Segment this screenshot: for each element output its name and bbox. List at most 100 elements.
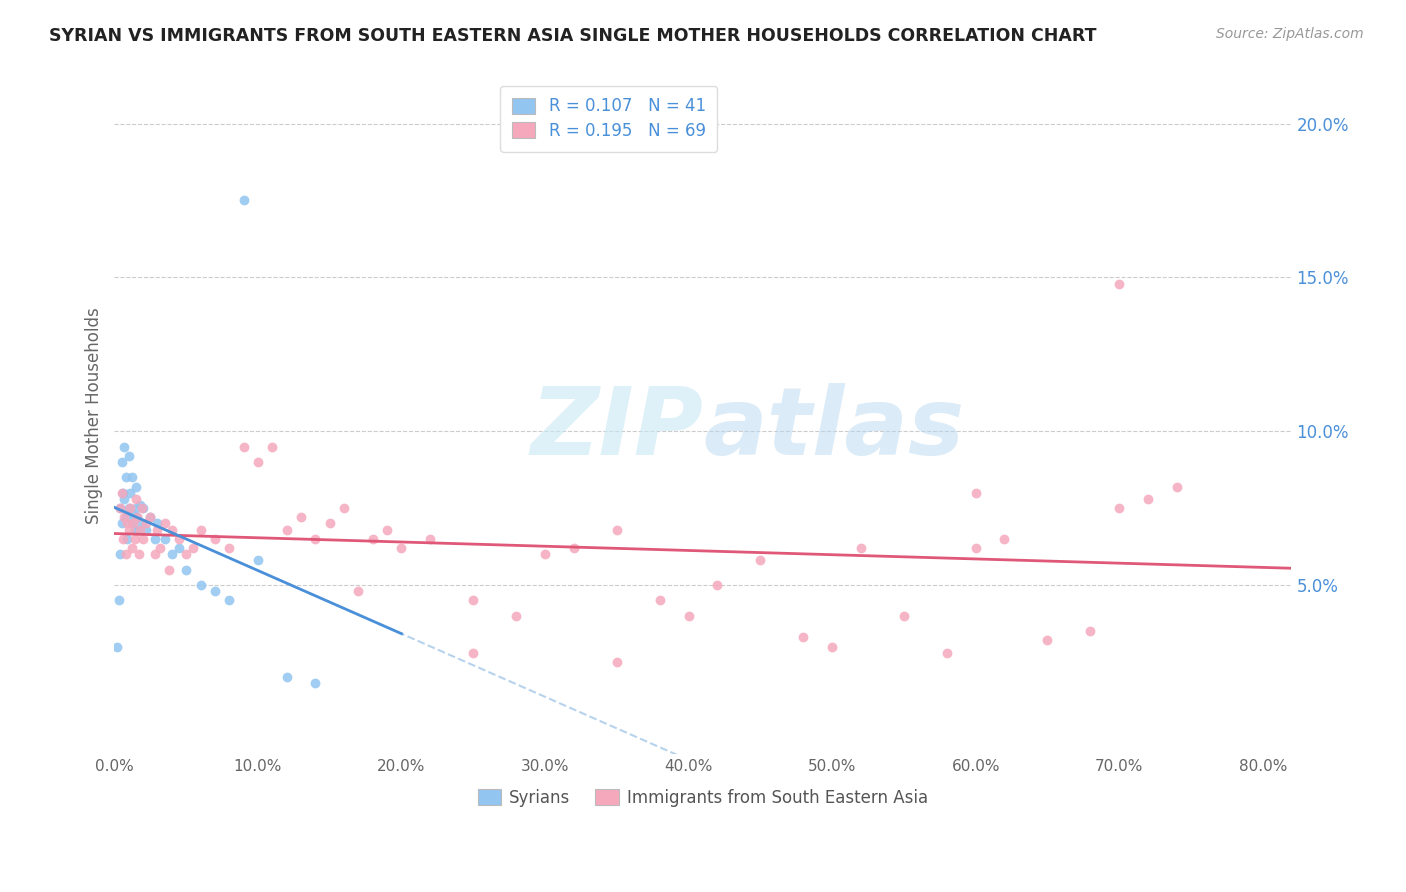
Point [749,553,772,567]
Point [108,501,131,516]
Point [149,541,172,555]
Point [648,593,671,607]
Point [246,553,269,567]
Point [290,510,312,524]
Point [127,510,149,524]
Point [131,501,153,516]
Point [1136,491,1159,506]
Point [167,541,190,555]
Point [115,547,138,561]
Point [139,510,162,524]
Point [562,541,585,555]
Point [118,501,141,516]
Point [218,593,240,607]
Point [117,516,139,531]
Point [160,523,183,537]
Point [706,578,728,592]
Point [1036,633,1059,648]
Point [375,523,398,537]
Point [120,501,142,516]
Point [120,485,142,500]
Point [128,547,150,561]
Point [821,640,844,654]
Legend: Syrians, Immigrants from South Eastern Asia: Syrians, Immigrants from South Eastern A… [471,782,935,814]
Point [262,440,284,454]
Point [190,523,212,537]
Point [893,608,915,623]
Point [174,563,197,577]
Point [143,532,166,546]
Point [965,485,987,500]
Point [107,593,129,607]
Point [183,541,205,555]
Point [218,541,240,555]
Point [276,523,298,537]
Point [204,532,226,546]
Point [124,523,146,537]
Point [139,510,162,524]
Point [146,523,169,537]
Point [606,523,628,537]
Point [110,516,132,531]
Point [111,485,134,500]
Point [105,640,128,654]
Point [135,523,157,537]
Point [111,532,134,546]
Point [129,498,152,512]
Point [304,676,326,690]
Point [792,630,814,644]
Point [333,501,356,516]
Point [110,485,132,500]
Point [276,670,298,684]
Point [391,541,413,555]
Text: SYRIAN VS IMMIGRANTS FROM SOUTH EASTERN ASIA SINGLE MOTHER HOUSEHOLDS CORRELATIO: SYRIAN VS IMMIGRANTS FROM SOUTH EASTERN … [49,27,1097,45]
Point [122,508,145,522]
Point [606,655,628,669]
Point [1108,277,1130,291]
Point [419,532,441,546]
Point [143,547,166,561]
Point [1166,479,1188,493]
Text: Source: ZipAtlas.com: Source: ZipAtlas.com [1216,27,1364,41]
Point [108,547,131,561]
Point [115,510,138,524]
Point [965,541,987,555]
Point [122,516,145,531]
Point [1080,624,1102,639]
Point [167,532,190,546]
Point [849,541,872,555]
Point [114,491,136,506]
Point [534,547,557,561]
Point [128,523,150,537]
Point [125,501,148,516]
Point [505,608,527,623]
Point [232,194,254,208]
Point [157,563,180,577]
Point [993,532,1015,546]
Point [135,516,157,531]
Point [114,510,136,524]
Point [124,532,146,546]
Text: ZIP: ZIP [530,384,703,475]
Point [121,470,143,484]
Point [121,541,143,555]
Point [127,510,149,524]
Point [118,449,141,463]
Point [936,646,959,660]
Point [153,516,176,531]
Point [160,547,183,561]
Point [361,532,384,546]
Point [319,516,342,531]
Point [347,584,370,599]
Point [232,440,254,454]
Text: atlas: atlas [703,384,965,475]
Point [131,516,153,531]
Point [115,470,138,484]
Point [125,479,148,493]
Point [174,547,197,561]
Point [153,532,176,546]
Point [132,501,155,516]
Point [463,646,485,660]
Point [121,516,143,531]
Point [146,516,169,531]
